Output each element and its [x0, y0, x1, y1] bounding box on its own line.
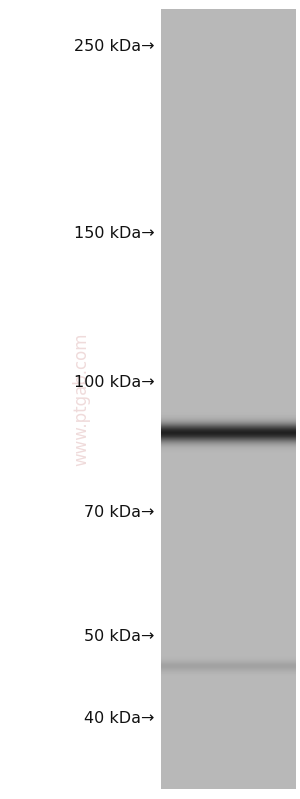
Text: 250 kDa→: 250 kDa→ [74, 39, 154, 54]
Text: 150 kDa→: 150 kDa→ [74, 226, 154, 241]
Text: 100 kDa→: 100 kDa→ [74, 375, 154, 390]
Text: 70 kDa→: 70 kDa→ [84, 506, 154, 520]
Bar [160, 10, 296, 789]
Text: 50 kDa→: 50 kDa→ [84, 629, 154, 644]
Text: 40 kDa→: 40 kDa→ [84, 710, 154, 725]
Text: www.ptgab.com: www.ptgab.com [72, 332, 90, 467]
